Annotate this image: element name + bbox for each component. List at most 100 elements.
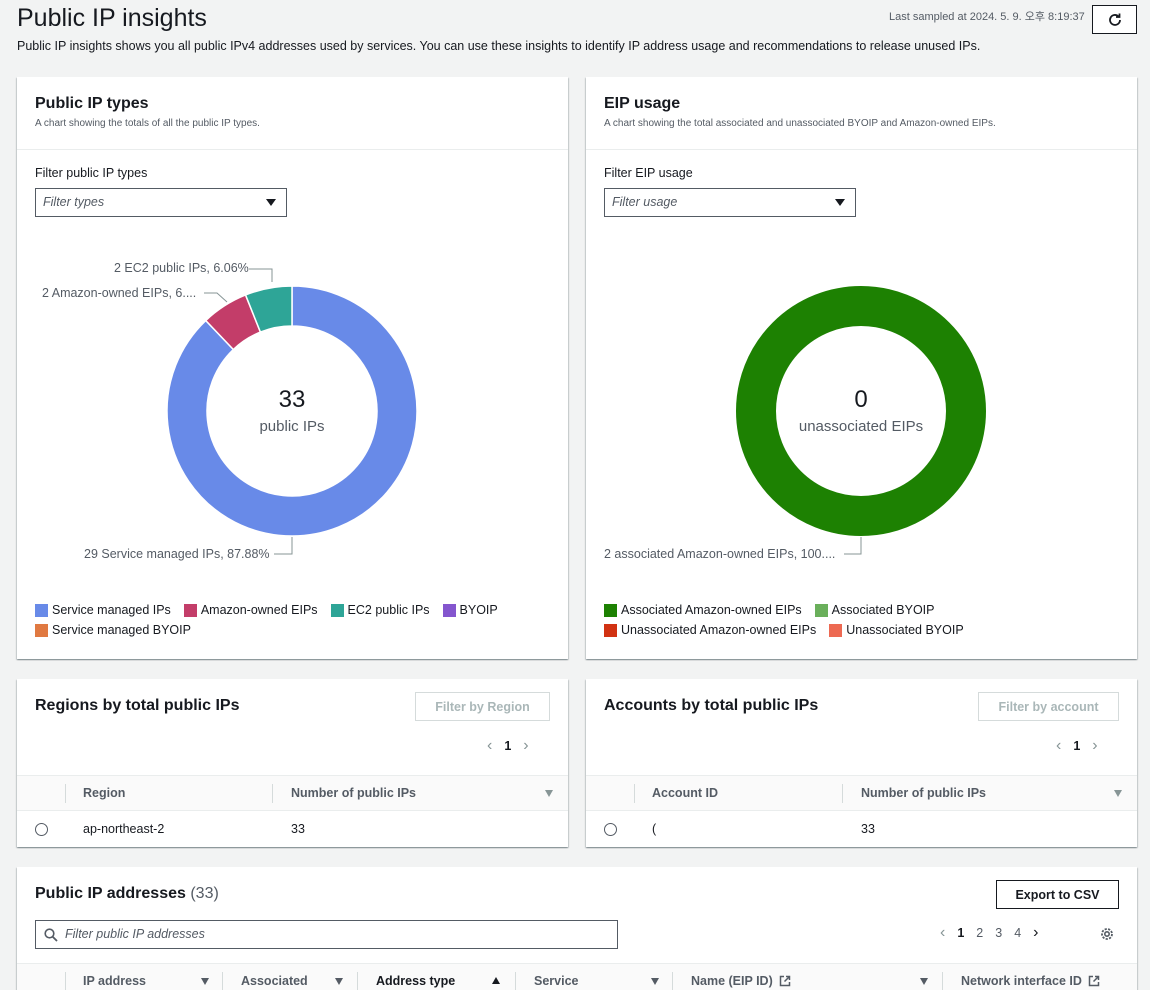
public-ip-types-card: Public IP types A chart showing the tota… (17, 77, 568, 659)
number-of-ips-column-header[interactable]: Number of public IPs (291, 786, 417, 800)
row-select-radio[interactable] (604, 823, 617, 836)
eip-usage-legend: Associated Amazon-owned EIPs Associated B… (604, 603, 1104, 637)
regions-title: Regions by total public IPs (35, 697, 240, 714)
amazon-eips-label: 2 Amazon-owned EIPs, 6.... (42, 286, 197, 300)
number-of-ips-column-header[interactable]: Number of public IPs (861, 786, 987, 800)
filter-by-region-button[interactable]: Filter by Region (415, 692, 550, 721)
ip-types-legend: Service managed IPs Amazon-owned EIPs EC2 … (35, 603, 535, 637)
legend-label: Unassociated BYOIP (846, 623, 964, 637)
filter-usage-select[interactable]: Filter usage (604, 188, 856, 217)
external-link-icon (1089, 975, 1100, 987)
legend-swatch (35, 623, 48, 637)
donut-slice[interactable] (736, 286, 986, 536)
filter-eip-usage-label: Filter EIP usage (604, 166, 693, 180)
search-icon (44, 928, 58, 942)
legend-label: Service managed BYOIP (52, 623, 191, 637)
ip-types-donut-chart (166, 268, 418, 555)
chevron-left-icon[interactable]: ‹ (940, 924, 946, 941)
ip-address-column-header[interactable]: IP address (83, 974, 147, 988)
unassociated-eips-unit: unassociated EIPs (798, 418, 924, 435)
legend-item[interactable]: BYOIP (442, 603, 498, 617)
eip-usage-subtitle: A chart showing the total associated and… (604, 118, 996, 129)
ec2-ips-label: 2 EC2 public IPs, 6.06% (114, 261, 249, 275)
sort-down-icon[interactable] (201, 978, 209, 985)
service-column-header[interactable]: Service (534, 974, 579, 988)
chevron-right-icon[interactable]: › (523, 737, 529, 754)
page-title: Public IP insights (17, 4, 207, 32)
filter-types-select[interactable]: Filter types (35, 188, 287, 217)
public-ip-types-subtitle: A chart showing the totals of all the pu… (35, 118, 260, 129)
filter-by-account-button[interactable]: Filter by account (978, 692, 1119, 721)
addresses-page-1[interactable]: 1 (957, 926, 965, 940)
legend-label: Associated Amazon-owned EIPs (621, 603, 802, 617)
filter-types-placeholder: Filter types (43, 195, 105, 209)
legend-item[interactable]: Amazon-owned EIPs (183, 603, 318, 617)
legend-item[interactable]: Unassociated BYOIP (829, 623, 964, 637)
legend-item[interactable]: Associated BYOIP (814, 603, 934, 617)
legend-item[interactable]: Service managed IPs (35, 603, 171, 617)
addresses-page-4[interactable]: 4 (1014, 926, 1022, 940)
legend-item[interactable]: Service managed BYOIP (35, 623, 191, 637)
legend-label: BYOIP (459, 603, 498, 617)
addresses-page-3[interactable]: 3 (995, 926, 1003, 940)
legend-label: Unassociated Amazon-owned EIPs (621, 623, 817, 637)
legend-label: Service managed IPs (52, 603, 171, 617)
sort-down-icon[interactable] (651, 978, 659, 985)
accounts-page-1[interactable]: 1 (1073, 739, 1081, 753)
legend-swatch (183, 603, 197, 617)
legend-item[interactable]: EC2 public IPs (330, 603, 430, 617)
chevron-right-icon[interactable]: › (1033, 924, 1039, 941)
addresses-pagination: ‹ 1 2 3 4 › (934, 924, 1044, 942)
network-interface-id-column-header[interactable]: Network interface ID (961, 974, 1100, 988)
legend-item[interactable]: Associated Amazon-owned EIPs (604, 603, 802, 617)
sort-down-icon[interactable] (1114, 790, 1122, 797)
region-column-header[interactable]: Region (83, 786, 126, 800)
legend-swatch (829, 623, 843, 637)
total-ips-value: 33 (278, 386, 306, 413)
address-type-column-header[interactable]: Address type (376, 974, 456, 988)
public-ip-addresses-card: Public IP addresses (33) Export to CSV F… (17, 867, 1137, 990)
network-interface-id-label: Network interface ID (961, 974, 1082, 988)
addresses-title-text: Public IP addresses (35, 885, 186, 902)
export-to-csv-button[interactable]: Export to CSV (996, 880, 1119, 909)
regions-table-header: Region Number of public IPs (17, 775, 568, 811)
sort-down-icon[interactable] (920, 978, 928, 985)
external-link-icon (779, 975, 791, 987)
row-select-radio[interactable] (35, 823, 48, 836)
addresses-table-header: IP address Associated Address type Servi… (17, 963, 1137, 990)
eip-usage-title: EIP usage (604, 95, 681, 112)
chevron-right-icon[interactable]: › (1092, 737, 1098, 754)
legend-label: Amazon-owned EIPs (200, 603, 318, 617)
public-ip-types-title: Public IP types (35, 95, 149, 112)
donut-slice[interactable] (166, 285, 418, 537)
filter-usage-placeholder: Filter usage (612, 195, 678, 209)
caret-down-icon (266, 199, 276, 206)
page-description: Public IP insights shows you all public … (17, 39, 981, 53)
chevron-left-icon[interactable]: ‹ (487, 737, 493, 754)
eip-usage-card: EIP usage A chart showing the total asso… (586, 77, 1137, 659)
legend-swatch (442, 603, 456, 617)
legend-item[interactable]: Unassociated Amazon-owned EIPs (604, 623, 816, 637)
associated-column-header[interactable]: Associated (241, 974, 308, 988)
sort-up-icon[interactable] (492, 977, 500, 984)
sort-down-icon[interactable] (335, 978, 343, 985)
refresh-button[interactable] (1092, 5, 1137, 34)
refresh-icon (1108, 13, 1121, 26)
donut-slice[interactable] (244, 285, 293, 334)
filter-addresses-input[interactable]: Filter public IP addresses (35, 920, 618, 949)
settings-icon[interactable] (1099, 926, 1115, 942)
name-eip-id-column-header[interactable]: Name (EIP ID) (691, 974, 791, 988)
regions-page-1[interactable]: 1 (504, 739, 512, 753)
addresses-count: (33) (190, 885, 219, 902)
name-eip-id-label: Name (EIP ID) (691, 974, 773, 988)
caret-down-icon (835, 199, 845, 206)
account-id-cell: ( (652, 822, 657, 836)
chevron-left-icon[interactable]: ‹ (1056, 737, 1062, 754)
sort-down-icon[interactable] (545, 790, 553, 797)
legend-label: EC2 public IPs (347, 603, 430, 617)
addresses-page-2[interactable]: 2 (976, 926, 984, 940)
region-cell: ap-northeast-2 (83, 822, 165, 836)
associated-eips-label: 2 associated Amazon-owned EIPs, 100.... (604, 547, 836, 561)
unassociated-eips-value: 0 (854, 386, 868, 413)
account-id-column-header[interactable]: Account ID (652, 786, 718, 800)
